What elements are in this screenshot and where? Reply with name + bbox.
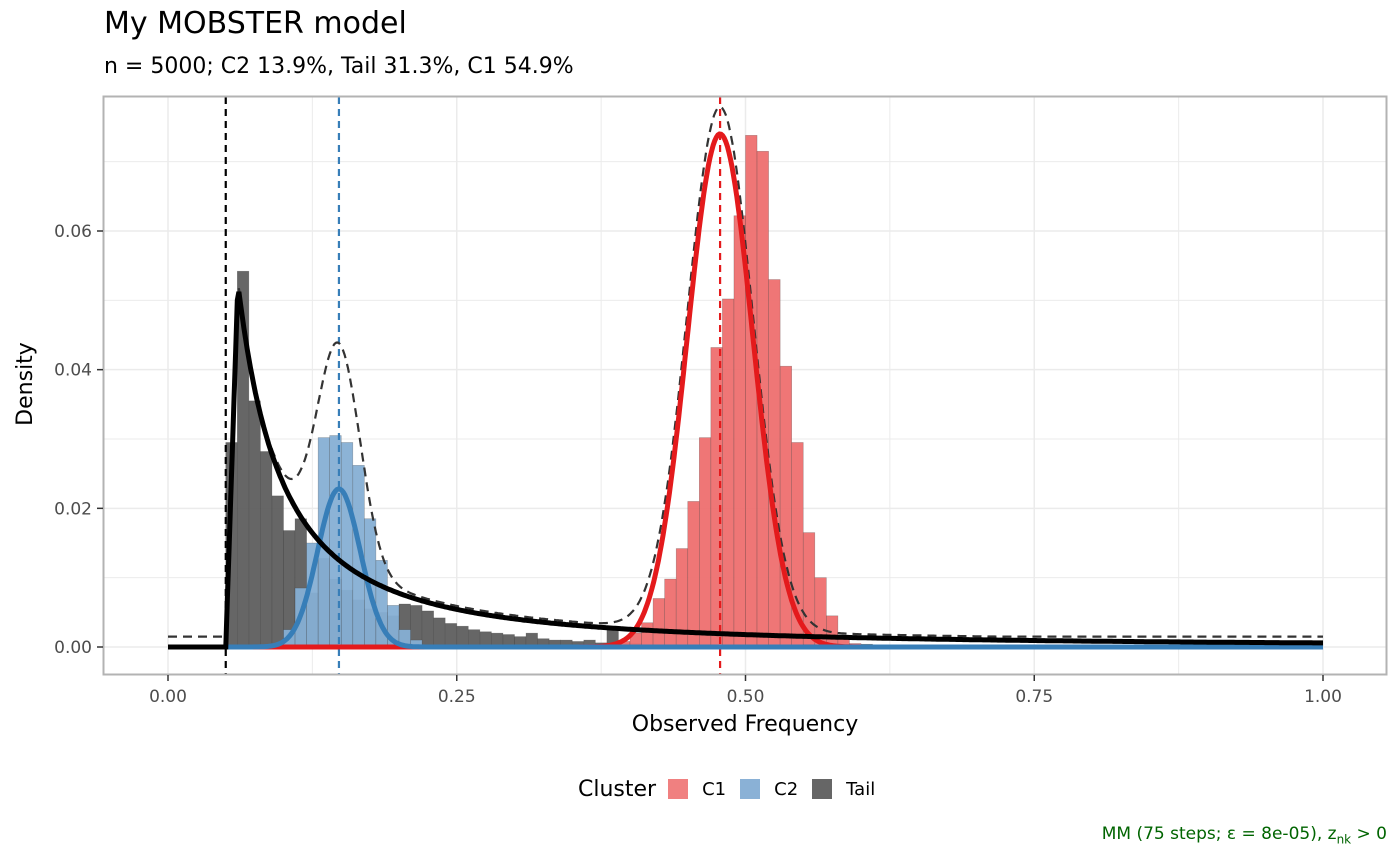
density-curve-c2 xyxy=(225,486,1323,650)
legend-swatch-c1 xyxy=(668,779,689,799)
x-tick-label: 0.75 xyxy=(1015,687,1053,707)
legend-item-c1: C1 xyxy=(668,779,726,800)
x-axis-ticks: 0.00 0.25 0.50 0.75 1.00 xyxy=(149,675,1342,707)
y-tick-label: 0.06 xyxy=(54,222,92,242)
legend-label-c1: C1 xyxy=(702,778,727,800)
density-curves xyxy=(168,105,1323,650)
legend-swatch-c2 xyxy=(740,779,761,799)
histogram-bar-c1 xyxy=(745,135,758,648)
y-tick-label: 0.02 xyxy=(54,499,92,519)
legend-label-tail: Tail xyxy=(846,778,876,800)
chart-title: My MOBSTER model xyxy=(104,6,407,41)
legend: Cluster C1 C2 Tail xyxy=(578,772,889,806)
histogram-bars xyxy=(225,135,1278,648)
histogram-bar-c1 xyxy=(768,279,781,648)
caption: MM (75 steps; ε = 8e-05), znk > 0 xyxy=(1102,824,1387,846)
legend-swatch-tail xyxy=(812,779,833,799)
chart-subtitle: n = 5000; C2 13.9%, Tail 31.3%, C1 54.9% xyxy=(104,54,574,79)
histogram-bar-tail xyxy=(456,625,469,648)
histogram-bar-tail xyxy=(271,495,284,648)
legend-label-c2: C2 xyxy=(774,778,799,800)
histogram-bar-c1 xyxy=(641,622,654,648)
caption-subscript: nk xyxy=(1336,832,1352,847)
histogram-bar-c1 xyxy=(687,501,700,648)
x-tick-label: 0.25 xyxy=(438,687,476,707)
x-tick-label: 1.00 xyxy=(1304,687,1342,707)
histogram-bar-tail xyxy=(260,451,273,648)
histogram-bar-c1 xyxy=(652,598,665,648)
x-tick-label: 0.50 xyxy=(727,687,765,707)
histogram-bar-c1 xyxy=(779,365,793,648)
histogram-bar-tail xyxy=(248,400,261,648)
histogram-bar-tail xyxy=(421,610,434,648)
histogram-bar-tail xyxy=(444,623,458,648)
y-tick-label: 0.04 xyxy=(54,361,92,381)
histogram-bar-c1 xyxy=(698,437,712,648)
histogram-bar-tail xyxy=(433,617,446,648)
histogram-bar-tail xyxy=(467,629,481,648)
legend-item-c2: C2 xyxy=(740,779,798,800)
histogram-bar-c1 xyxy=(733,215,746,648)
y-axis-ticks: 0.00 0.02 0.04 0.06 xyxy=(54,222,103,658)
histogram-bar-c1 xyxy=(664,578,677,648)
legend-title: Cluster xyxy=(578,776,657,802)
legend-item-tail: Tail xyxy=(812,779,875,800)
density-curve-tail xyxy=(168,291,1323,650)
histogram-bar-c2 xyxy=(340,442,354,648)
histogram-bar-c1 xyxy=(722,298,735,648)
panel-border xyxy=(102,95,1388,676)
x-axis-label: Observed Frequency xyxy=(632,712,859,737)
x-tick-label: 0.00 xyxy=(149,687,187,707)
caption-suffix: > 0 xyxy=(1351,824,1387,844)
y-axis-label: Density xyxy=(13,342,38,426)
y-tick-label: 0.00 xyxy=(54,638,92,658)
density-curve-mixture xyxy=(168,105,1323,638)
caption-main: MM (75 steps; ε = 8e-05), z xyxy=(1101,824,1337,844)
